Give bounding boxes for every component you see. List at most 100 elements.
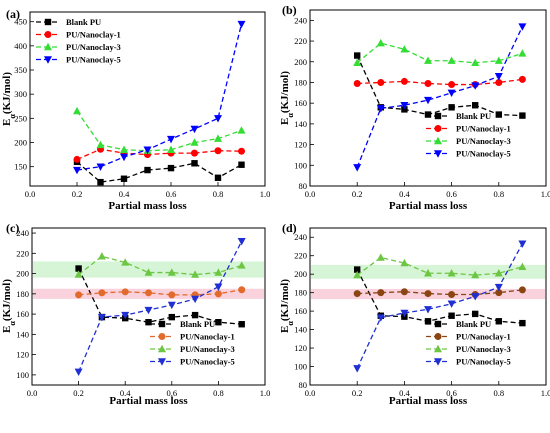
series-pu-nanoclay-5 — [353, 23, 527, 172]
y-tick-label: 240 — [294, 15, 307, 25]
data-point — [144, 306, 153, 315]
data-point — [424, 306, 432, 314]
data-point — [424, 269, 432, 277]
y-tick-label: 250 — [14, 113, 27, 123]
data-point — [518, 75, 526, 83]
data-point — [120, 145, 128, 153]
y-tick-label: 200 — [294, 57, 307, 67]
data-point — [214, 283, 223, 291]
x-tick-label: 0.2 — [73, 388, 84, 398]
data-point — [353, 290, 361, 298]
data-point — [214, 134, 222, 142]
data-point — [97, 313, 106, 322]
legend-marker — [434, 112, 442, 120]
x-tick-label: 0.8 — [493, 388, 504, 398]
data-point — [121, 258, 130, 266]
legend-label: PU/Nanoclay-5 — [66, 55, 121, 65]
data-point — [120, 175, 128, 182]
series-line — [76, 110, 242, 152]
data-point — [354, 52, 361, 59]
plot-frame — [309, 9, 547, 187]
y-tick-label: 100 — [16, 370, 29, 380]
series-pu-nanoclay-3 — [353, 253, 527, 279]
series-line — [76, 148, 242, 161]
y-tick-label: 200 — [294, 269, 307, 279]
series-line — [78, 255, 242, 276]
data-point — [448, 312, 455, 319]
legend-label: Blank PU — [180, 319, 215, 329]
data-point — [518, 262, 527, 270]
legend-marker — [44, 31, 52, 38]
y-tick-label: 160 — [16, 309, 29, 319]
x-tick-label: 0.0 — [305, 388, 316, 398]
legend-marker — [434, 344, 442, 353]
legend-label: PU/Nanoclay-1 — [456, 124, 511, 134]
y-tick-label: 120 — [294, 140, 307, 150]
series-pu-nanoclay-1 — [75, 286, 246, 299]
x-tick-label: 0.8 — [493, 189, 504, 199]
y-tick-label: 100 — [294, 160, 307, 170]
series-line — [76, 23, 243, 171]
x-axis-title: Partial mass loss — [108, 200, 187, 212]
x-tick-label: 0.4 — [399, 388, 410, 398]
legend-marker — [158, 333, 166, 340]
data-point — [167, 135, 175, 144]
y-tick-label: 240 — [294, 232, 307, 242]
panel-label: (a) — [6, 7, 20, 21]
data-point — [238, 321, 245, 328]
series-line — [356, 256, 523, 276]
legend-marker — [434, 333, 442, 340]
legend-label: PU/Nanoclay-1 — [456, 332, 511, 342]
data-point — [191, 295, 200, 304]
data-point — [121, 311, 130, 320]
x-tick-label: 0.8 — [213, 189, 224, 199]
data-point — [96, 140, 105, 149]
data-point — [471, 82, 480, 90]
data-point — [168, 291, 176, 299]
legend-label: PU/Nanoclay-1 — [180, 332, 235, 342]
data-point — [214, 290, 222, 298]
plot-frame — [29, 11, 266, 187]
legend-label: PU/Nanoclay-3 — [456, 136, 511, 146]
legend-label: PU/Nanoclay-3 — [180, 344, 235, 354]
data-point — [167, 145, 175, 153]
y-tick-label: 220 — [294, 36, 307, 46]
data-point — [376, 38, 385, 47]
x-tick-label: 0.0 — [305, 189, 316, 199]
series-pu-nanoclay-5 — [353, 240, 527, 373]
data-point — [424, 56, 432, 64]
data-point — [120, 153, 128, 162]
y-tick-label: 350 — [14, 65, 27, 75]
y-tick-label: 120 — [294, 343, 307, 353]
data-point — [144, 166, 151, 174]
data-point — [377, 289, 385, 297]
legend-label: Blank PU — [66, 17, 101, 27]
data-point — [518, 286, 526, 294]
data-point — [214, 115, 222, 123]
data-point — [494, 56, 503, 64]
data-point — [376, 253, 385, 261]
y-tick-label: 150 — [14, 162, 27, 172]
data-point — [75, 291, 83, 299]
legend-label: PU/Nanoclay-5 — [180, 357, 235, 367]
legend-label: PU/Nanoclay-1 — [66, 30, 121, 40]
legend-marker — [158, 358, 166, 366]
legend-marker — [158, 320, 166, 328]
data-point — [237, 20, 246, 29]
series-line — [356, 26, 523, 168]
y-axis-title: Eα(KJ/mol) — [1, 279, 17, 333]
data-point — [471, 293, 480, 301]
data-point — [237, 261, 246, 269]
series-line — [356, 42, 523, 64]
x-axis-title: Partial mass loss — [109, 395, 188, 407]
data-point — [353, 80, 361, 88]
data-point — [215, 319, 222, 326]
y-axis-title: Eα(KJ/mol) — [1, 72, 17, 126]
data-point — [167, 301, 176, 310]
chart-panel-c: 0.0 0.2 0.4 0.6 0.8 1.0 100 120 140 160 180 200 220 2… — [1, 221, 270, 407]
y-tick-label: 200 — [14, 138, 27, 148]
legend-label: PU/Nanoclay-3 — [66, 42, 121, 52]
data-point — [400, 45, 409, 53]
y-tick-label: 140 — [16, 329, 29, 339]
y-tick-label: 160 — [294, 98, 307, 108]
